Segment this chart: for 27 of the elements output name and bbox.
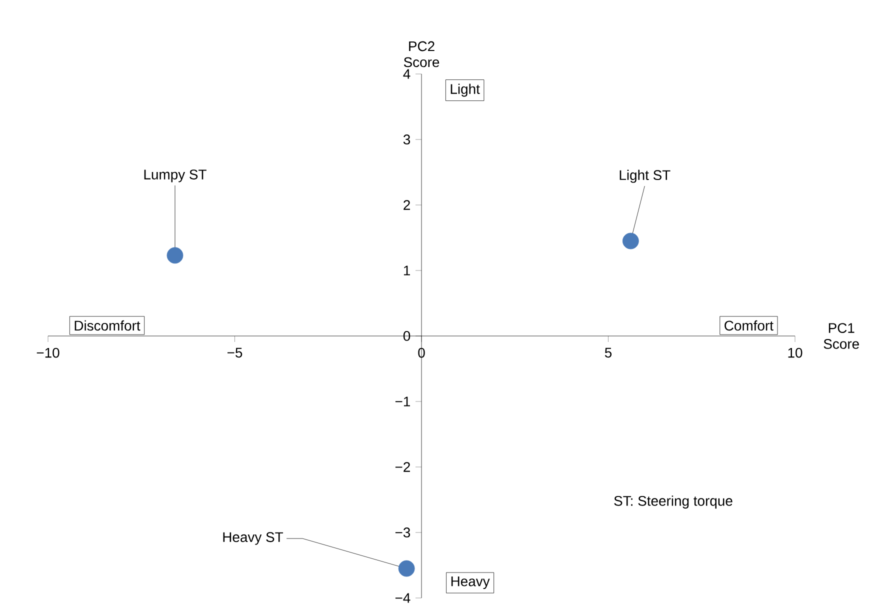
- x-tick-label: 0: [418, 348, 425, 358]
- annotation: Light: [450, 84, 480, 97]
- y-tick-label: −4: [395, 593, 410, 603]
- x-tick-label: 10: [788, 348, 802, 358]
- x-tick-label: −5: [227, 348, 242, 358]
- annotation: Light ST: [620, 170, 670, 183]
- y-tick-label: 3: [403, 134, 410, 144]
- y-tick-label: −2: [395, 462, 410, 472]
- annotation: Discomfort: [74, 320, 140, 331]
- annotation: ST: Steering torque: [614, 496, 732, 509]
- x-axis-title: PC1 Score: [824, 323, 859, 349]
- annotation: Heavy ST: [223, 532, 284, 545]
- x-tick-label: −10: [36, 348, 60, 358]
- annotation: Comfort: [724, 320, 774, 331]
- annotation: Heavy: [451, 576, 490, 590]
- x-tick-label: 5: [604, 348, 612, 358]
- point: [398, 560, 415, 577]
- y-tick-label: −3: [395, 528, 410, 538]
- y-axis-title: PC2 Score: [404, 41, 440, 68]
- point: [166, 247, 184, 264]
- y-tick-label: 4: [403, 69, 410, 79]
- y-tick-label: −1: [395, 396, 410, 406]
- y-tick-label: 2: [404, 200, 410, 210]
- y-tick-label: 0: [403, 331, 410, 341]
- y-tick-label: 1: [404, 266, 410, 276]
- annotation: Lumpy ST: [144, 170, 206, 182]
- point: [622, 232, 639, 250]
